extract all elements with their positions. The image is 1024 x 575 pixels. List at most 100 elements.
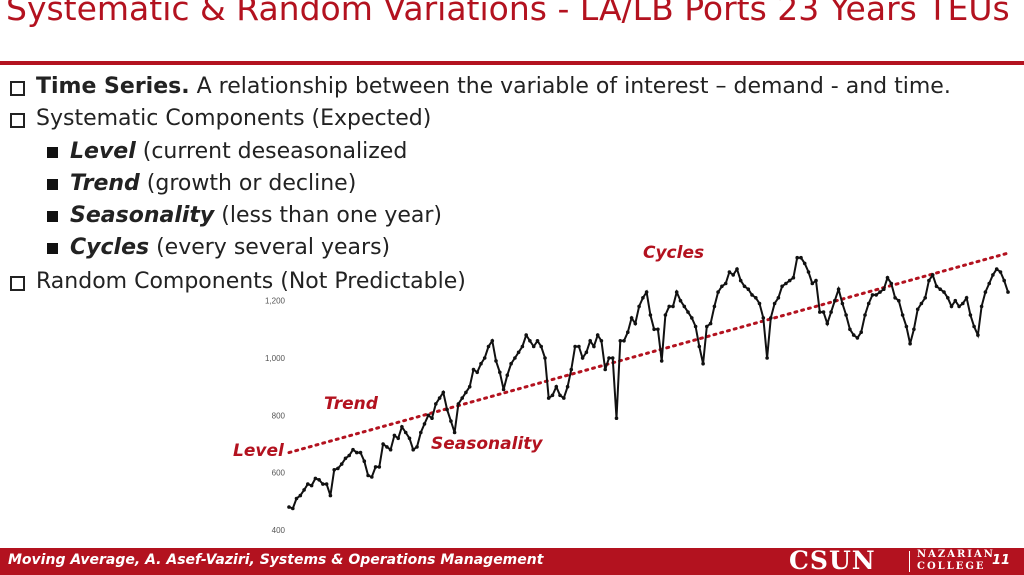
data-point bbox=[599, 339, 604, 343]
data-point bbox=[332, 468, 337, 472]
data-point bbox=[419, 430, 423, 435]
data-point bbox=[336, 466, 340, 471]
data-point bbox=[422, 422, 427, 426]
data-point bbox=[622, 339, 626, 343]
data-point bbox=[513, 356, 517, 360]
data-point bbox=[392, 433, 397, 438]
data-point bbox=[727, 270, 732, 274]
data-point bbox=[588, 339, 592, 343]
footer-text: Moving Average, A. Asef-Vaziri, Systems … bbox=[8, 552, 544, 568]
data-point bbox=[765, 356, 769, 360]
data-point bbox=[595, 333, 600, 337]
data-point bbox=[818, 310, 822, 314]
data-point bbox=[859, 330, 863, 335]
data-point bbox=[573, 344, 577, 349]
data-point bbox=[535, 339, 540, 343]
data-point bbox=[757, 301, 762, 306]
data-point bbox=[742, 284, 747, 289]
title-underline bbox=[0, 61, 1024, 65]
data-point bbox=[938, 287, 942, 292]
data-point bbox=[358, 450, 363, 455]
data-point bbox=[550, 393, 555, 398]
data-point bbox=[351, 447, 355, 452]
data-point bbox=[994, 267, 999, 271]
data-point bbox=[731, 273, 735, 277]
data-point bbox=[754, 296, 758, 300]
data-point bbox=[674, 290, 679, 294]
data-point bbox=[479, 361, 483, 366]
bullet-text: Random Components (Not Predictable) bbox=[36, 269, 466, 294]
data-point bbox=[825, 321, 830, 326]
data-point bbox=[878, 290, 882, 294]
data-point bbox=[915, 307, 920, 312]
data-point bbox=[475, 370, 480, 375]
data-point bbox=[806, 270, 811, 274]
data-point bbox=[569, 367, 574, 372]
data-point bbox=[912, 327, 916, 332]
data-point bbox=[863, 313, 867, 317]
bullet-text: A relationship between the variable of i… bbox=[189, 74, 951, 99]
data-point bbox=[565, 384, 570, 389]
data-point bbox=[983, 290, 988, 294]
data-point bbox=[851, 333, 856, 337]
data-point bbox=[787, 278, 792, 283]
data-point bbox=[897, 298, 901, 303]
bullet-systematic: Systematic Components (Expected) bbox=[36, 104, 431, 134]
data-point bbox=[1006, 290, 1010, 294]
filled-square-icon bbox=[47, 211, 58, 222]
data-point bbox=[964, 296, 969, 300]
data-point bbox=[415, 445, 419, 449]
data-point bbox=[855, 336, 860, 340]
bullet-text: (current deseasonalized bbox=[135, 139, 408, 164]
data-point bbox=[543, 356, 547, 360]
data-point bbox=[780, 284, 784, 289]
data-point bbox=[705, 324, 709, 329]
data-point bbox=[291, 506, 295, 511]
data-point bbox=[407, 436, 412, 441]
data-point bbox=[490, 339, 495, 343]
data-point bbox=[663, 313, 668, 317]
annotation-cycles: Cycles bbox=[643, 243, 704, 263]
filled-square-icon bbox=[47, 179, 58, 190]
data-point bbox=[626, 330, 630, 335]
y-tick-label: 400 bbox=[272, 526, 286, 535]
data-point bbox=[957, 304, 961, 309]
data-point bbox=[592, 344, 596, 349]
data-point bbox=[298, 493, 303, 498]
data-point bbox=[366, 473, 370, 478]
data-point bbox=[562, 396, 566, 400]
data-point bbox=[321, 482, 325, 486]
data-point bbox=[381, 442, 385, 446]
data-point bbox=[772, 301, 777, 306]
data-point bbox=[385, 445, 389, 449]
logo-csun-text: CSUN bbox=[789, 546, 876, 575]
data-point bbox=[712, 304, 717, 309]
data-point bbox=[309, 483, 314, 488]
data-point bbox=[885, 275, 890, 280]
data-point bbox=[388, 447, 393, 452]
data-point bbox=[987, 281, 991, 286]
data-point bbox=[343, 456, 348, 461]
data-point bbox=[610, 356, 615, 360]
data-point bbox=[482, 356, 487, 360]
data-point bbox=[882, 287, 886, 292]
bullet-text: (every several years) bbox=[149, 235, 391, 260]
bullet-text: (less than one year) bbox=[214, 203, 443, 228]
data-point bbox=[686, 310, 690, 314]
hollow-square-icon bbox=[10, 113, 25, 128]
series-points bbox=[287, 255, 1010, 511]
data-point bbox=[667, 304, 671, 309]
data-point bbox=[844, 313, 848, 317]
series-line bbox=[288, 256, 1009, 510]
data-point bbox=[930, 273, 935, 277]
data-point bbox=[874, 293, 878, 297]
data-point bbox=[509, 361, 513, 366]
hollow-square-icon bbox=[10, 276, 25, 291]
data-point bbox=[464, 390, 468, 395]
bullet-bold-term: Level bbox=[70, 139, 136, 164]
data-point bbox=[287, 505, 291, 509]
data-point bbox=[746, 287, 751, 292]
data-point bbox=[520, 344, 525, 349]
data-point bbox=[821, 310, 826, 314]
bullet-trend: Trend (growth or decline) bbox=[70, 169, 356, 199]
